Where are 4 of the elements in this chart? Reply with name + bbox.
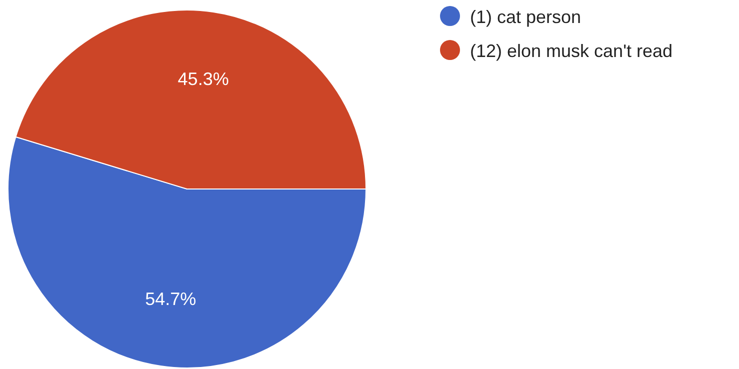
legend-label: (12) elon musk can't read: [470, 40, 673, 63]
data-label: 45.3%: [178, 69, 229, 90]
data-label: 54.7%: [145, 288, 196, 309]
legend-label: (1) cat person: [470, 6, 582, 29]
